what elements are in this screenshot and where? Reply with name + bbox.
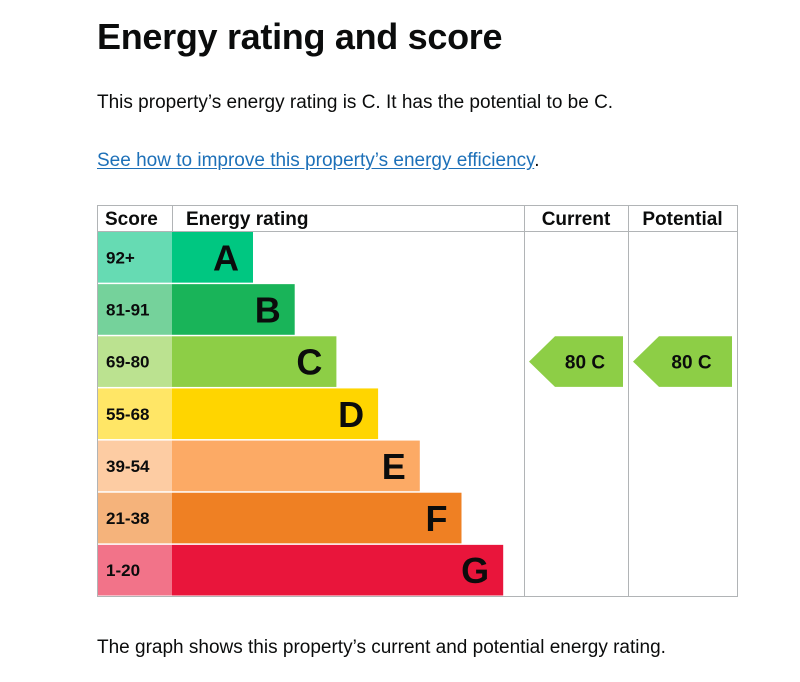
current-marker — [529, 336, 623, 387]
improve-efficiency-link[interactable]: See how to improve this property’s energ… — [97, 150, 535, 171]
chart-border — [97, 205, 738, 597]
header-potential: Potential — [642, 209, 722, 230]
score-cell-d — [98, 388, 172, 440]
rating-letter-c: C — [296, 342, 322, 383]
rating-bar-b — [172, 284, 295, 335]
chart-footnote: The graph shows this property’s current … — [97, 637, 666, 658]
rating-bar-c — [172, 336, 337, 387]
score-cell-c — [98, 336, 172, 387]
header-current: Current — [542, 209, 611, 230]
score-cell-f — [98, 492, 172, 544]
rating-bar-d — [172, 388, 379, 440]
potential-marker — [633, 336, 732, 387]
score-range-e: 39-54 — [106, 457, 150, 476]
improve-link-suffix: . — [534, 150, 540, 171]
score-range-f: 21-38 — [106, 509, 149, 528]
rating-letter-b: B — [255, 289, 281, 330]
score-cell-b — [98, 284, 172, 335]
potential-marker-label: 80 C — [671, 353, 711, 374]
page-title: Energy rating and score — [97, 16, 503, 57]
rating-bar-a — [172, 232, 253, 283]
score-cell-a — [98, 232, 172, 283]
score-range-a: 92+ — [106, 248, 135, 267]
rating-letter-f: F — [426, 498, 448, 539]
score-range-d: 55-68 — [106, 405, 149, 424]
score-cell-g — [98, 544, 172, 596]
score-range-b: 81-91 — [106, 300, 149, 319]
rating-bar-g — [172, 544, 504, 596]
header-energy-rating: Energy rating — [186, 209, 308, 230]
rating-summary: This property’s energy rating is C. It h… — [97, 92, 614, 113]
current-marker-label: 80 C — [565, 353, 605, 374]
header-score: Score — [105, 209, 158, 230]
rating-bar-f — [172, 492, 462, 544]
rating-letter-a: A — [213, 237, 239, 278]
rating-letter-d: D — [338, 394, 364, 435]
score-range-g: 1-20 — [106, 561, 140, 580]
rating-bar-e — [172, 440, 420, 492]
score-range-c: 69-80 — [106, 353, 149, 372]
score-cell-e — [98, 440, 172, 492]
rating-letter-g: G — [461, 550, 489, 591]
improve-paragraph: See how to improve this property’s energ… — [97, 150, 540, 172]
rating-letter-e: E — [382, 446, 406, 487]
